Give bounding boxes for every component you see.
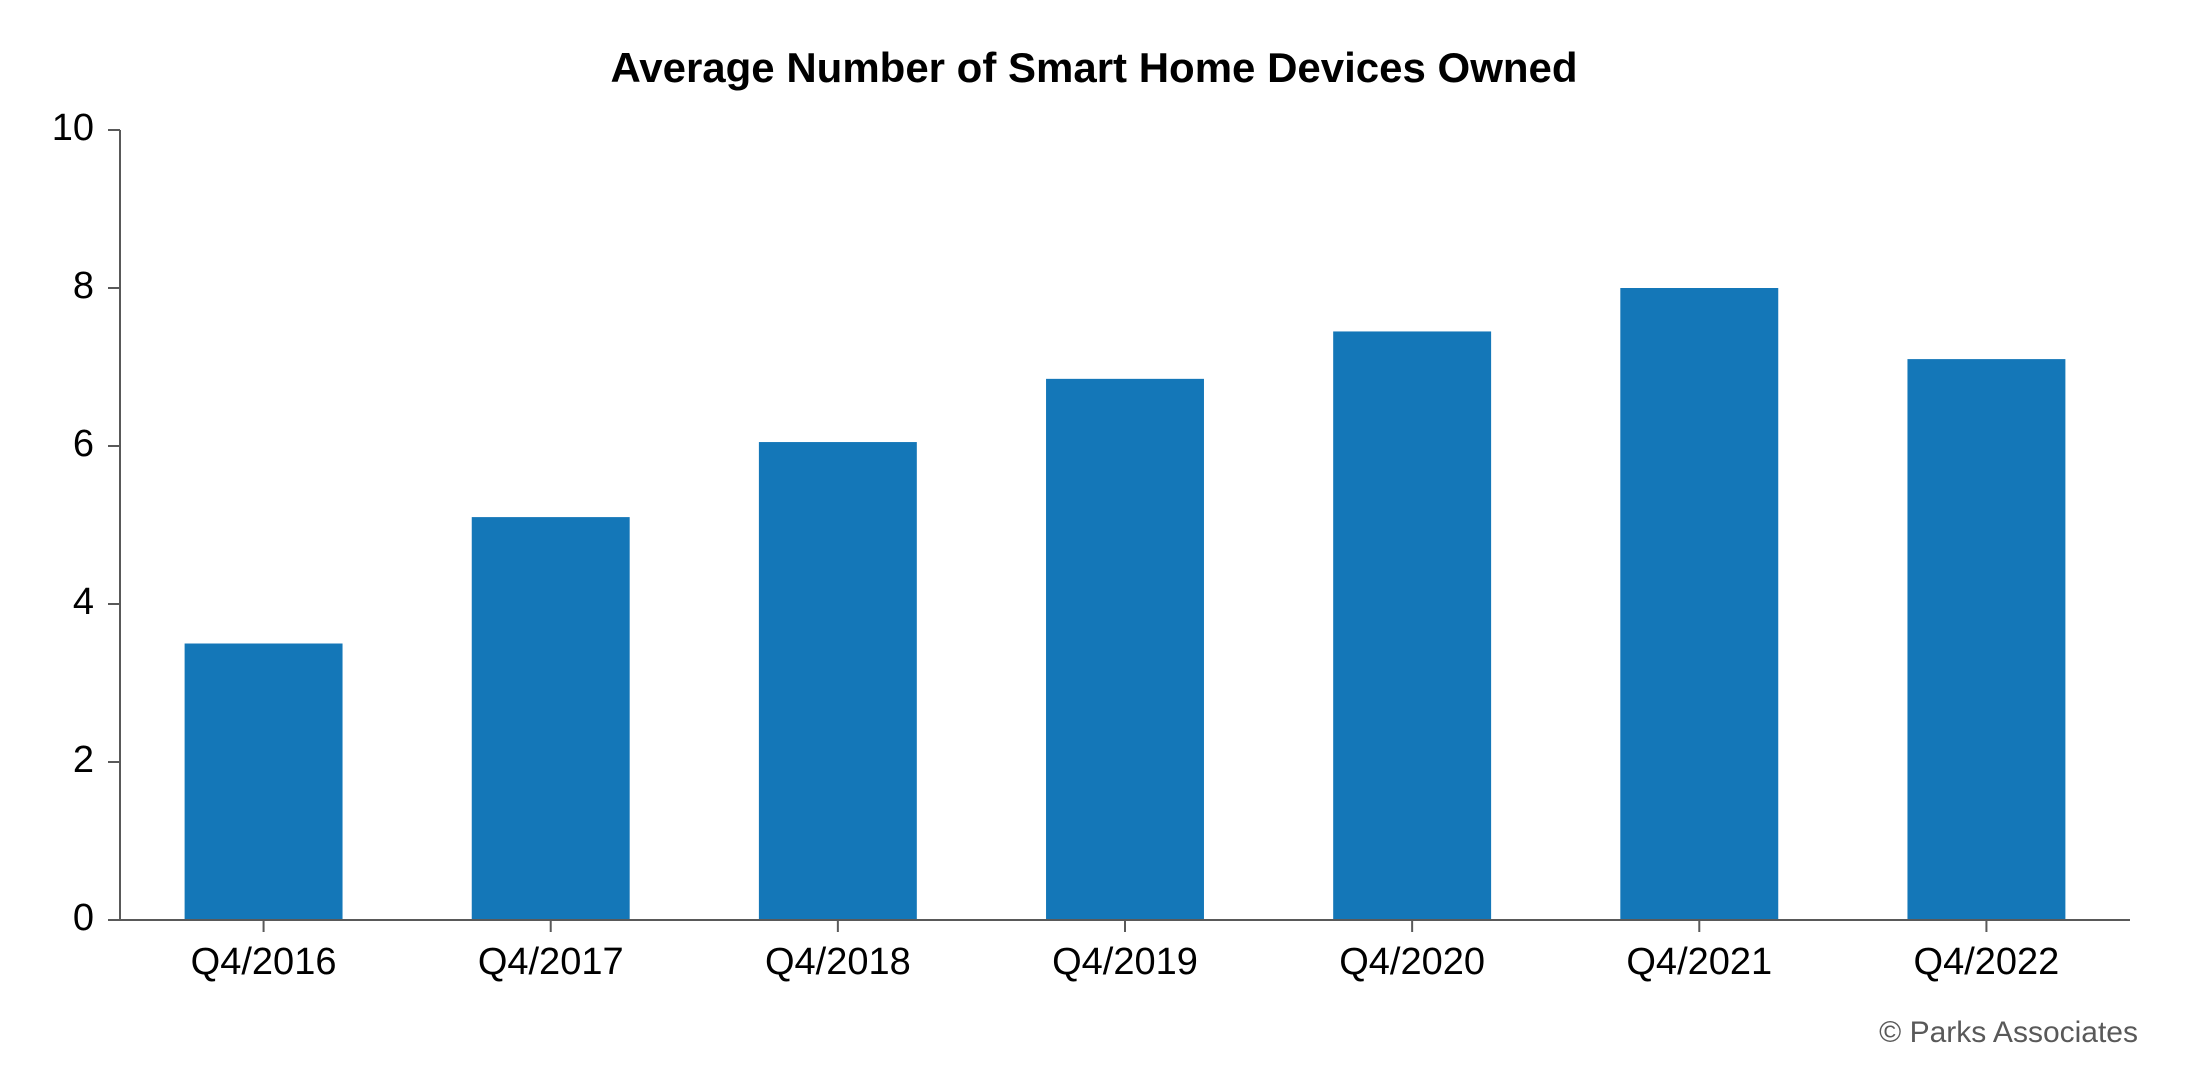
bar — [1333, 331, 1491, 920]
bar — [185, 644, 343, 921]
x-tick-label: Q4/2020 — [1339, 941, 1485, 983]
bar — [472, 517, 630, 920]
copyright-label: © Parks Associates — [1879, 1016, 2138, 1050]
bar — [1620, 288, 1778, 920]
bar-chart-svg: 0 2 4 6 8 10 Q4/2016 Q4/2017 Q4/2018 Q4/2019 Q4/20… — [0, 0, 2188, 1000]
chart-area: 0 2 4 6 8 10 Q4/2016 Q4/2017 Q4/2018 Q4/2019 Q4/20… — [0, 0, 2188, 1000]
bar — [759, 442, 917, 920]
y-tick-label: 6 — [73, 423, 94, 465]
bar — [1046, 379, 1204, 920]
y-tick-label: 10 — [52, 107, 94, 149]
x-tick-label: Q4/2019 — [1052, 941, 1198, 983]
y-tick-label: 4 — [73, 581, 94, 623]
y-tick-label: 2 — [73, 739, 94, 781]
x-tick-label: Q4/2018 — [765, 941, 911, 983]
x-tick-label: Q4/2017 — [478, 941, 624, 983]
y-tick-label: 0 — [73, 897, 94, 939]
x-tick-label: Q4/2016 — [191, 941, 337, 983]
y-tick-label: 8 — [73, 265, 94, 307]
x-tick-label: Q4/2021 — [1626, 941, 1772, 983]
x-tick-label: Q4/2022 — [1914, 941, 2060, 983]
bar — [1907, 359, 2065, 920]
